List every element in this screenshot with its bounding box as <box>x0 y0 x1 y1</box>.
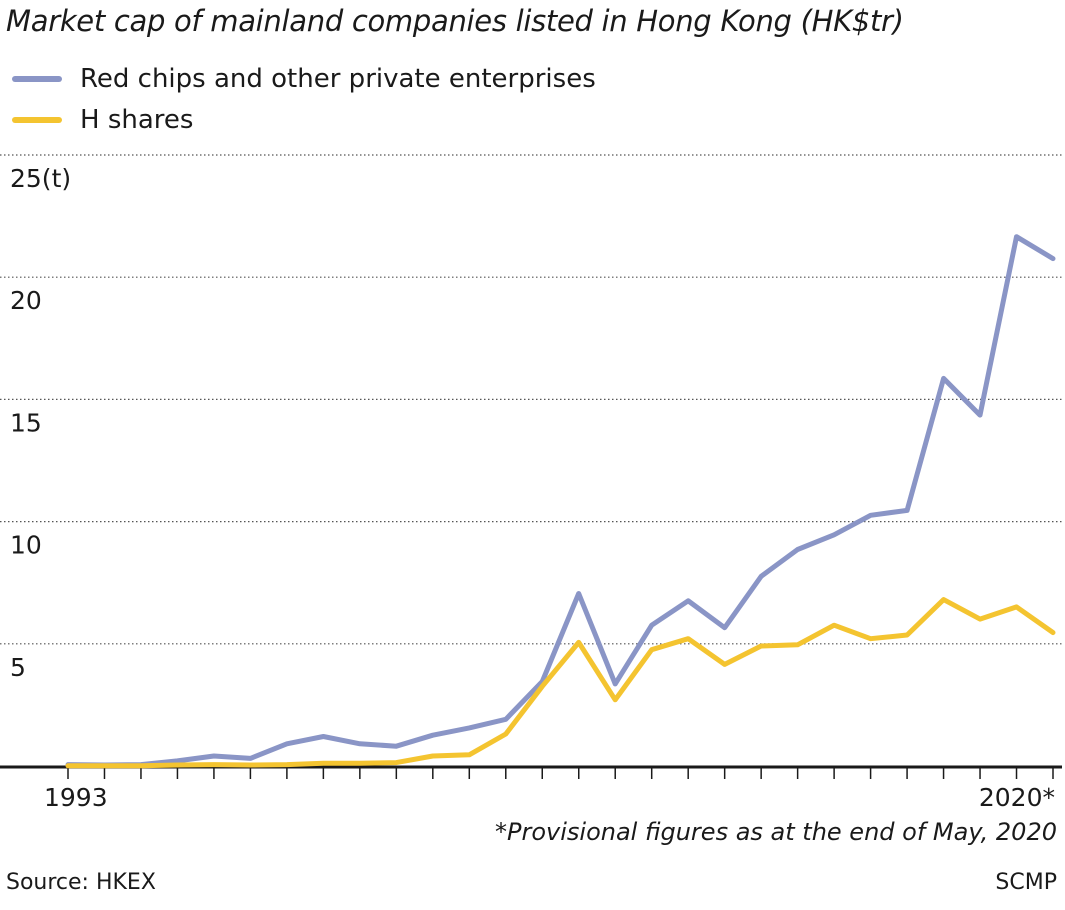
legend-swatch-red-chips <box>12 75 62 82</box>
series-line-h-shares <box>65 597 1056 769</box>
legend-item-red-chips: Red chips and other private enterprises <box>12 58 596 99</box>
y-tick-label: 20 <box>10 286 42 315</box>
brand-label: SCMP <box>995 870 1057 895</box>
legend-item-h-shares: H shares <box>12 99 596 140</box>
y-tick-label: 5 <box>10 653 26 682</box>
source-label: Source: HKEX <box>6 870 156 895</box>
legend-swatch-h-shares <box>12 116 62 123</box>
footnote: *Provisional figures as at the end of Ma… <box>495 818 1057 846</box>
x-tick-label-first: 1993 <box>44 783 108 812</box>
y-tick-label: 25(t) <box>10 164 71 193</box>
legend-label-h-shares: H shares <box>80 104 194 135</box>
legend: Red chips and other private enterprises … <box>12 58 596 140</box>
y-tick-label: 10 <box>10 531 42 560</box>
series-line-red-chips <box>65 234 1056 768</box>
legend-label-red-chips: Red chips and other private enterprises <box>80 63 596 94</box>
chart-title: Market cap of mainland companies listed … <box>6 4 904 38</box>
x-tick-label-last: 2020* <box>979 783 1055 812</box>
y-tick-label: 15 <box>10 408 42 437</box>
